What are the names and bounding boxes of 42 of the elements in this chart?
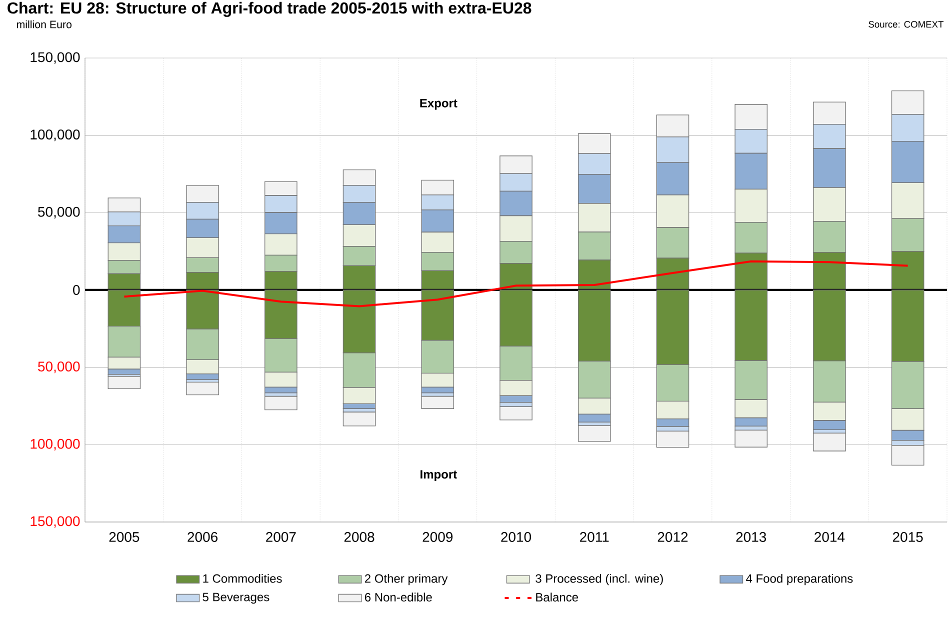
line-series [123, 260, 909, 308]
x-tick-label: 2007 [266, 532, 296, 542]
legend-label: 3 Processed (incl. wine) [536, 574, 663, 586]
x-tick-label: 2012 [658, 532, 688, 542]
y-axis-title: million Euro [16, 20, 72, 28]
bar [186, 382, 219, 396]
y-tick-label: 100,000 [30, 130, 80, 142]
y-tick-label: 150,000 [30, 516, 80, 528]
bar [813, 432, 846, 452]
x-tick-label: 2014 [814, 532, 845, 542]
bar [342, 412, 376, 426]
bar [656, 430, 690, 448]
legend-label: 5 Beverages [202, 592, 270, 604]
chart-title: Chart: EU 28: Structure of Agri-food trade 2005-2015 with extra-EU28 [8, 2, 532, 17]
x-tick-label: 2015 [892, 532, 923, 542]
legend-label: 1 Commodities [203, 574, 282, 583]
y-tick-label: 50,000 [38, 362, 80, 374]
annotation: Import [420, 470, 457, 481]
bar [264, 396, 298, 410]
x-tick-label: 2009 [422, 532, 453, 542]
x-tick-label: 2008 [344, 532, 374, 542]
y-tick-label: 150,000 [30, 52, 80, 64]
y-tick-label: 50,000 [38, 206, 80, 218]
bar [578, 425, 611, 442]
bar [500, 406, 532, 420]
legend-label: 4 Food preparations [746, 574, 853, 586]
x-tick-label: 2005 [109, 532, 140, 542]
legend-label: 6 Non-edible [364, 592, 432, 602]
bar [891, 444, 924, 466]
legend-label: 2 Other primary [364, 574, 448, 586]
x-tick-label: 2013 [736, 532, 766, 542]
source-note: Source: COMEXT [868, 21, 944, 28]
bar [734, 430, 768, 448]
x-tick-label: 2010 [501, 532, 532, 542]
x-tick-label: 2006 [188, 532, 218, 542]
legend-label: Balance [536, 592, 578, 602]
y-tick-label: 100,000 [30, 438, 80, 450]
bar [108, 376, 141, 389]
bar [421, 396, 454, 409]
x-tick-label: 2011 [580, 532, 609, 542]
y-tick-label: 0 [73, 285, 80, 295]
annotation: Export [420, 99, 458, 110]
